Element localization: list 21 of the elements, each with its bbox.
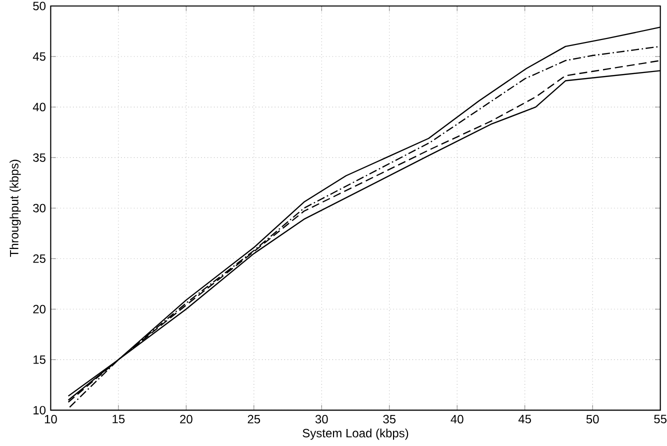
x-tick-label: 40: [450, 414, 464, 424]
y-tick-label: 35: [33, 153, 46, 162]
y-tick-label: 45: [32, 52, 46, 61]
x-tick-label: 45: [518, 414, 532, 424]
x-tick-label: 55: [654, 414, 667, 424]
x-tick-label: 35: [383, 414, 396, 424]
y-tick-label: 25: [33, 254, 46, 263]
y-tick-label: 30: [33, 204, 46, 212]
y-axis-title: Throughput (kbps): [10, 160, 21, 257]
y-tick-label: 20: [33, 304, 46, 314]
y-tick-label: 50: [33, 2, 46, 10]
x-tick-label: 50: [586, 414, 599, 424]
x-tick-label: 10: [44, 414, 57, 424]
x-tick-label: 20: [180, 414, 192, 424]
y-tick-label: 10: [34, 406, 46, 414]
x-axis-title: System Load (kbps): [302, 428, 408, 440]
y-tick-label: 15: [34, 355, 46, 364]
x-tick-label: 15: [112, 414, 125, 424]
x-tick-label: 25: [248, 414, 260, 424]
y-tick-label: 40: [32, 102, 46, 112]
x-tick-label: 30: [315, 414, 328, 424]
